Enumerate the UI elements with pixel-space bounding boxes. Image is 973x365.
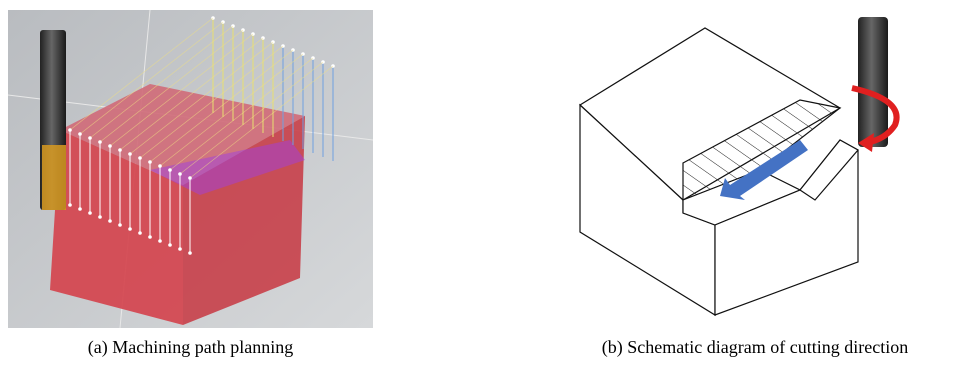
path-stroke [158,164,162,168]
path-stroke [188,176,192,180]
path-stroke [68,128,72,132]
caption-b: (b) Schematic diagram of cutting directi… [540,337,970,358]
panel-b-image [580,17,897,315]
figure: (a) Machining path planning (b) Schemati… [0,0,973,365]
path-stroke [148,235,152,239]
path-stroke [108,144,112,148]
figure-art [0,0,973,335]
path-stroke [168,243,172,247]
path-stroke [88,211,92,215]
path-stroke [108,219,112,223]
path-stroke [118,148,122,152]
path-stroke [148,160,152,164]
path-stroke [78,207,82,211]
path-stroke [158,239,162,243]
path-stroke [128,152,132,156]
path-stroke [188,251,192,255]
path-stroke [78,132,82,136]
path-stroke [118,223,122,227]
path-stroke [88,136,92,140]
caption-a: (a) Machining path planning [8,337,373,358]
path-stroke [178,172,182,176]
path-stroke [138,231,142,235]
path-stroke [68,203,72,207]
path-stroke [98,140,102,144]
path-stroke [168,168,172,172]
panel-a-image [8,10,373,328]
path-stroke [98,215,102,219]
path-stroke [178,247,182,251]
path-stroke [128,227,132,231]
path-stroke [138,156,142,160]
